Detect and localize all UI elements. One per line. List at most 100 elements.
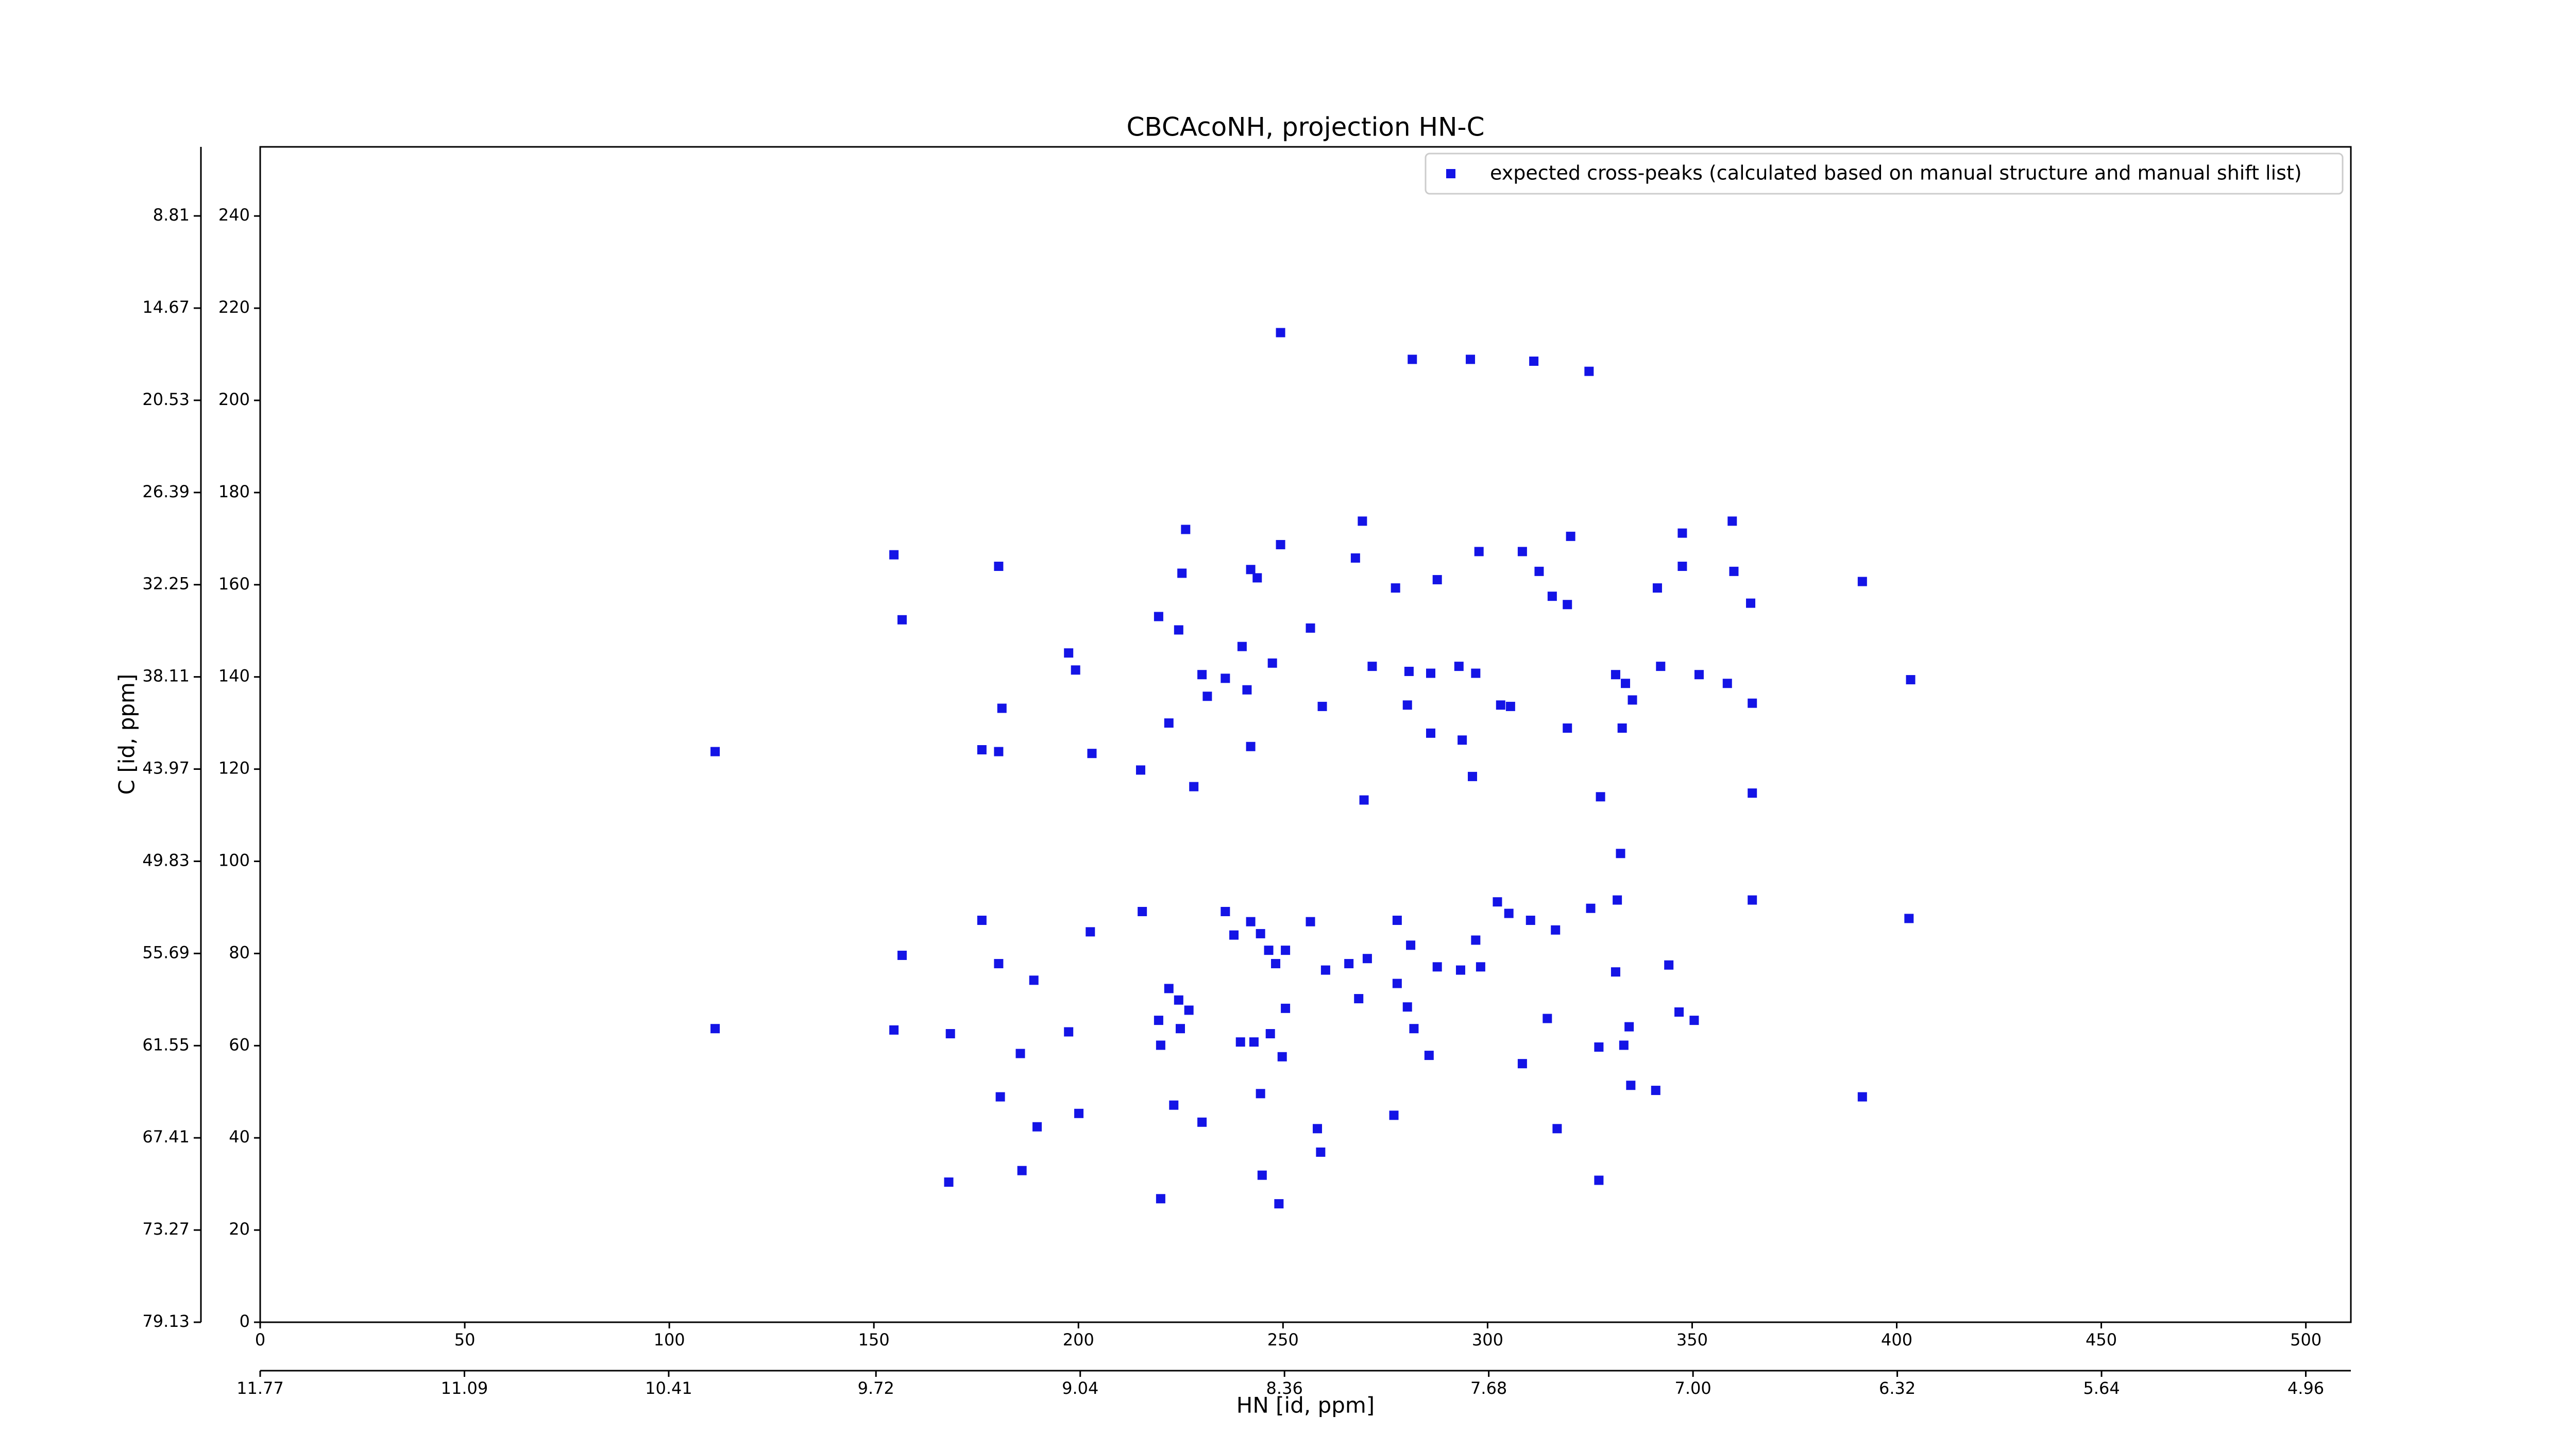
cross-peak bbox=[1651, 1086, 1660, 1096]
cross-peak bbox=[1616, 849, 1625, 858]
cross-peak bbox=[1594, 1042, 1604, 1052]
cross-peak bbox=[1748, 895, 1757, 905]
cross-peak bbox=[1276, 328, 1285, 338]
cross-peak bbox=[1392, 915, 1402, 925]
cross-peak bbox=[1505, 701, 1515, 711]
cross-peak bbox=[1087, 749, 1097, 759]
cross-peak bbox=[1367, 662, 1377, 671]
y-tick-label: 160 bbox=[218, 574, 250, 594]
cross-peak bbox=[1529, 356, 1539, 366]
x2-tick-label: 11.77 bbox=[236, 1378, 284, 1398]
cross-peak bbox=[1406, 940, 1416, 950]
x-tick-label: 50 bbox=[454, 1330, 476, 1350]
cross-peak bbox=[1320, 965, 1330, 975]
y-tick-label: 220 bbox=[218, 297, 250, 317]
x2-tick-label: 10.41 bbox=[645, 1378, 692, 1398]
cross-peak bbox=[710, 747, 720, 756]
cross-peak bbox=[1264, 946, 1274, 955]
y2-tick-label: 26.39 bbox=[142, 482, 190, 501]
cross-peak bbox=[1551, 925, 1561, 935]
x2-tick-label: 11.09 bbox=[441, 1378, 488, 1398]
cross-peak bbox=[1029, 975, 1039, 985]
cross-peak bbox=[1476, 962, 1485, 972]
cross-peak bbox=[1252, 573, 1262, 583]
cross-peak bbox=[977, 745, 987, 755]
x-tick-label: 150 bbox=[858, 1330, 890, 1350]
cross-peak bbox=[1136, 765, 1145, 775]
cross-peak bbox=[1246, 742, 1256, 751]
cross-peak bbox=[1729, 566, 1739, 576]
cross-peak bbox=[1242, 685, 1252, 695]
y2-tick-label: 67.41 bbox=[142, 1127, 190, 1147]
cross-peak bbox=[1306, 917, 1315, 926]
cross-peak bbox=[1432, 962, 1442, 972]
cross-peak bbox=[1174, 625, 1183, 635]
cross-peak bbox=[1626, 1081, 1636, 1090]
cross-peak bbox=[1402, 700, 1412, 710]
cross-peak bbox=[1408, 355, 1417, 364]
x-tick-label: 0 bbox=[255, 1330, 265, 1350]
cross-peak bbox=[1276, 540, 1285, 549]
x2-tick-label: 8.36 bbox=[1266, 1378, 1303, 1398]
plot-area bbox=[259, 146, 2352, 1323]
cross-peak bbox=[1015, 1049, 1025, 1058]
cross-peak bbox=[1032, 1122, 1042, 1132]
cross-peak bbox=[889, 550, 899, 560]
cross-peak bbox=[1316, 1147, 1326, 1157]
cross-peak bbox=[1586, 903, 1596, 913]
cross-peak bbox=[1392, 979, 1402, 988]
x-tick-label: 350 bbox=[1676, 1330, 1708, 1350]
y2-tick-label: 49.83 bbox=[142, 850, 190, 870]
cross-peak bbox=[1074, 1108, 1084, 1118]
cross-peak bbox=[1493, 897, 1502, 907]
cross-peak bbox=[1344, 959, 1354, 969]
cross-peak bbox=[994, 959, 1004, 969]
cross-peak bbox=[710, 1024, 720, 1034]
cross-peak bbox=[1313, 1124, 1323, 1134]
cross-peak bbox=[1358, 516, 1367, 526]
cross-peak bbox=[1504, 908, 1514, 918]
cross-peak bbox=[1563, 723, 1572, 733]
cross-peak bbox=[1455, 965, 1465, 975]
y2-tick-label: 61.55 bbox=[142, 1035, 190, 1054]
cross-peak bbox=[1611, 967, 1620, 977]
y2-tick-label: 43.97 bbox=[142, 759, 190, 778]
cross-peak bbox=[1596, 792, 1605, 802]
cross-peak bbox=[1432, 575, 1442, 584]
cross-peak bbox=[1174, 995, 1183, 1005]
cross-peak bbox=[1748, 698, 1757, 708]
cross-peak bbox=[1454, 662, 1464, 671]
cross-peak bbox=[1656, 662, 1666, 671]
x-tick-label: 450 bbox=[2086, 1330, 2117, 1350]
cross-peak bbox=[1674, 1007, 1684, 1017]
cross-peak bbox=[1359, 795, 1369, 805]
x2-tick-label: 6.32 bbox=[1879, 1378, 1916, 1398]
cross-peak bbox=[977, 915, 987, 925]
cross-peak bbox=[1664, 960, 1674, 970]
cross-peak bbox=[1177, 568, 1187, 578]
cross-peak bbox=[1552, 1124, 1562, 1134]
cross-peak bbox=[1164, 718, 1174, 728]
cross-peak bbox=[1169, 1100, 1179, 1110]
y2-tick-label: 38.11 bbox=[142, 666, 190, 686]
cross-peak bbox=[1317, 701, 1327, 711]
x-tick-label: 200 bbox=[1063, 1330, 1094, 1350]
y-tick-label: 200 bbox=[218, 390, 250, 409]
y-tick-label: 40 bbox=[229, 1127, 250, 1147]
cross-peak bbox=[1181, 525, 1191, 534]
cross-peak bbox=[995, 1092, 1005, 1102]
y-tick-label: 180 bbox=[218, 482, 250, 501]
cross-peak bbox=[1689, 1016, 1699, 1025]
y2-tick-label: 32.25 bbox=[142, 574, 190, 594]
cross-peak bbox=[1534, 566, 1544, 576]
cross-peak bbox=[1563, 600, 1572, 610]
y2-tick-label: 55.69 bbox=[142, 942, 190, 962]
cross-peak bbox=[994, 747, 1004, 756]
cross-peak bbox=[1426, 728, 1436, 738]
cross-peak bbox=[1424, 1051, 1434, 1060]
y-tick-label: 100 bbox=[218, 850, 250, 870]
cross-peak bbox=[1628, 695, 1637, 705]
x2-tick-label: 9.72 bbox=[858, 1378, 894, 1398]
cross-peak bbox=[1617, 723, 1627, 733]
cross-peak bbox=[1277, 1052, 1287, 1062]
